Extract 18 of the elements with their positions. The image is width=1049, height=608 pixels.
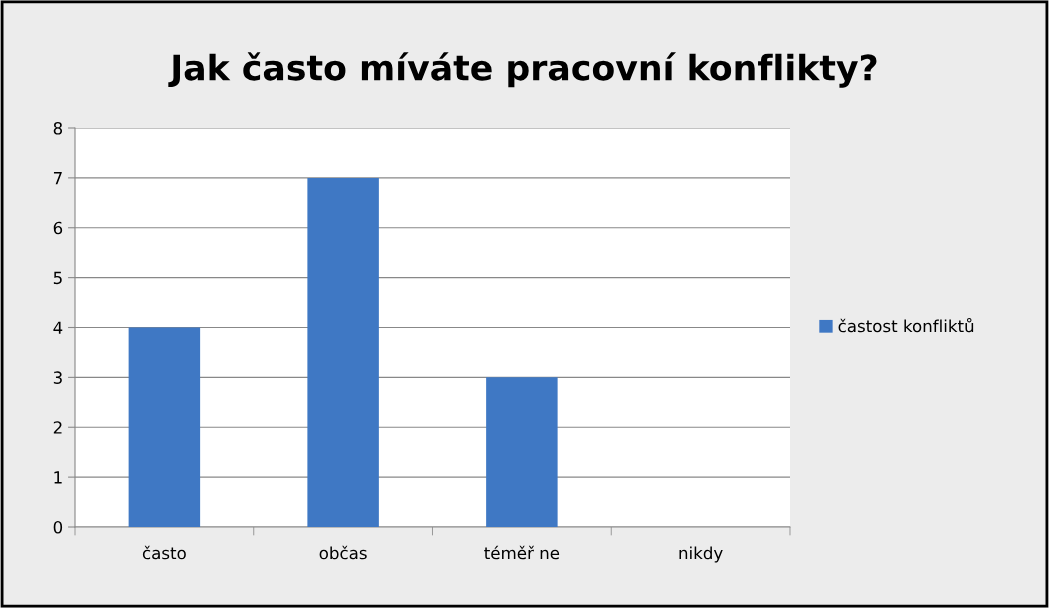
y-tick-label: 6 xyxy=(53,221,63,235)
y-tick-label: 0 xyxy=(53,520,63,534)
y-tick-label: 5 xyxy=(53,271,62,285)
bar xyxy=(128,327,201,527)
legend-label: častost konfliktů xyxy=(838,317,974,333)
x-tick-label: téměř ne xyxy=(484,545,560,560)
chart-title: Jak často míváte pracovní konflikty? xyxy=(168,52,877,88)
y-tick-label: 8 xyxy=(53,121,63,135)
x-tick-label: občas xyxy=(319,545,367,560)
x-tick-label: často xyxy=(142,545,186,560)
y-tick-label: 3 xyxy=(53,371,62,384)
y-tick-label: 2 xyxy=(53,421,62,434)
x-tick-label: nikdy xyxy=(679,546,723,563)
bar xyxy=(307,177,379,527)
y-tick-label: 7 xyxy=(53,172,62,185)
y-tick-label: 1 xyxy=(54,471,62,484)
bar xyxy=(486,377,558,527)
y-tick-label: 4 xyxy=(53,321,63,334)
